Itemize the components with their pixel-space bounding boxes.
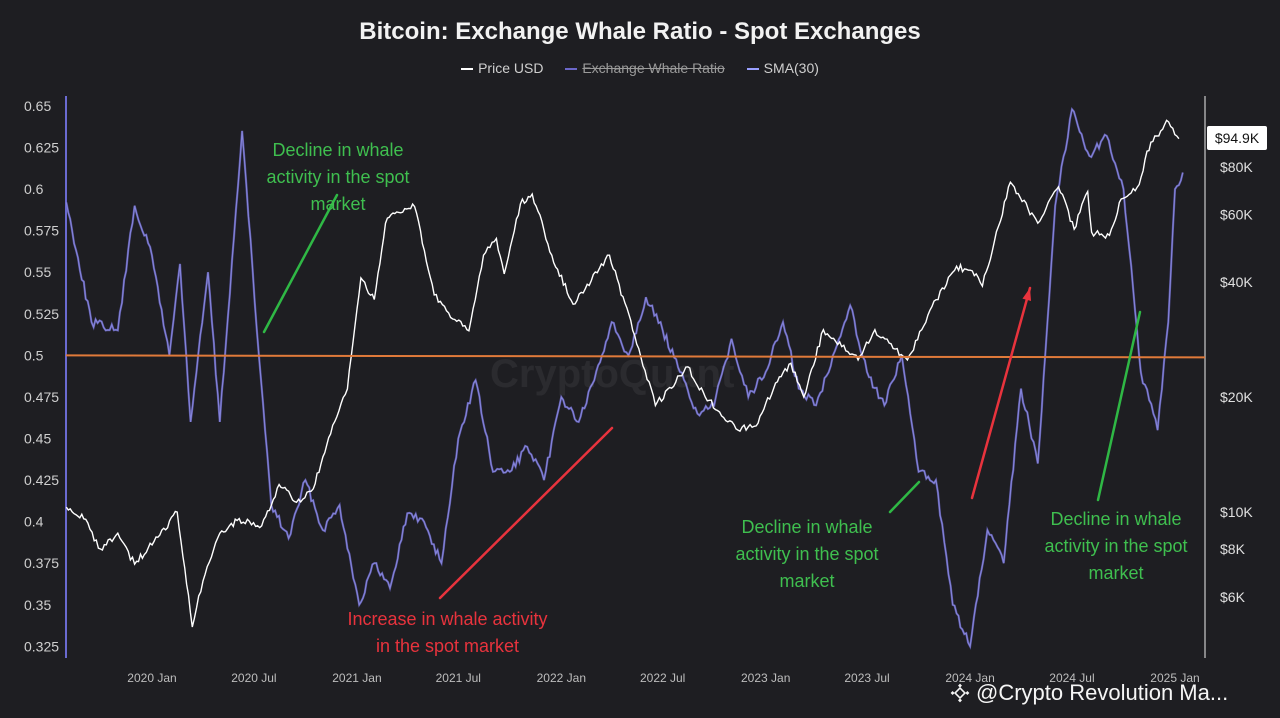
left-axis-ticks: 0.65 0.625 0.6 0.575 0.55 0.525 0.5 0.475 0.45 0.… xyxy=(24,98,59,654)
left-tick-label: 0.425 xyxy=(24,472,59,488)
left-tick-label: 0.5 xyxy=(24,347,44,363)
left-tick-label: 0.35 xyxy=(24,597,51,613)
x-tick-label: 2021 Jul xyxy=(436,671,481,685)
annotation-increase: Increase in whale activity in the spot ma… xyxy=(310,606,585,660)
legend-label-sma: SMA(30) xyxy=(763,60,819,76)
right-tick-label: $8K xyxy=(1220,541,1246,557)
x-tick-label: 2021 Jan xyxy=(332,671,381,685)
left-tick-label: 0.525 xyxy=(24,306,59,322)
right-tick-label: $40K xyxy=(1220,274,1253,290)
x-axis-ticks: 2020 Jan 2020 Jul 2021 Jan 2021 Jul 2022 Jan… xyxy=(127,671,1199,685)
green-arrow-2 xyxy=(888,480,921,514)
green-arrow-3 xyxy=(1096,310,1142,502)
x-tick-label: 2020 Jul xyxy=(231,671,276,685)
x-tick-label: 2022 Jan xyxy=(537,671,586,685)
left-tick-label: 0.45 xyxy=(24,431,51,447)
left-tick-label: 0.375 xyxy=(24,555,59,571)
red-arrow-1 xyxy=(438,426,614,600)
reference-line-0-5 xyxy=(65,354,1206,359)
annotation-text: Decline in whale activity in the spot mark… xyxy=(266,140,410,214)
left-tick-label: 0.65 xyxy=(24,98,51,114)
right-tick-label: $10K xyxy=(1220,504,1253,520)
left-tick-label: 0.55 xyxy=(24,264,51,280)
green-arrow-1 xyxy=(262,193,339,334)
x-tick-label: 2024 Jul xyxy=(1049,671,1094,685)
x-tick-label: 2023 Jul xyxy=(844,671,889,685)
annotation-text: Decline in whale activity in the spot mark… xyxy=(735,517,879,591)
legend-label-whale-ratio: Exchange Whale Ratio xyxy=(582,60,725,76)
left-tick-label: 0.625 xyxy=(24,140,59,156)
x-tick-label: 2020 Jan xyxy=(127,671,176,685)
right-tick-label: $6K xyxy=(1220,589,1246,605)
legend-item-sma[interactable]: SMA(30) xyxy=(746,60,819,76)
left-tick-label: 0.475 xyxy=(24,389,59,405)
legend-label-price: Price USD xyxy=(478,60,544,76)
faint-watermark: CryptoQuant xyxy=(490,352,735,396)
annotation-decline-1: Decline in whale activity in the spot mark… xyxy=(238,137,438,218)
legend-item-price[interactable]: Price USD xyxy=(461,60,543,76)
annotation-text: Increase in whale activity in the spot ma… xyxy=(347,609,548,656)
price-line xyxy=(65,119,1180,628)
watermark: @Crypto Revolution Ma... xyxy=(950,680,1228,706)
left-tick-label: 0.6 xyxy=(24,181,44,197)
legend: Price USD Exchange Whale Ratio SMA(30) xyxy=(0,60,1280,76)
binance-logo-icon xyxy=(950,683,970,703)
series-layer xyxy=(65,106,1184,650)
left-tick-label: 0.575 xyxy=(24,223,59,239)
current-price-badge: $94.9K xyxy=(1207,126,1267,150)
annotation-decline-3: Decline in whale activity in the spot mark… xyxy=(1016,506,1216,587)
right-axis-ticks: $80K $60K $40K $20K $10K $8K $6K xyxy=(1220,159,1253,605)
watermark-text: @Crypto Revolution Ma... xyxy=(976,680,1229,705)
right-tick-label: $80K xyxy=(1220,159,1253,175)
chart-title: Bitcoin: Exchange Whale Ratio - Spot Exc… xyxy=(359,18,921,45)
right-tick-label: $60K xyxy=(1220,207,1253,223)
left-tick-label: 0.4 xyxy=(24,514,44,530)
red-arrow-2 xyxy=(970,286,1032,500)
annotation-arrows xyxy=(262,193,1142,600)
left-tick-label: 0.325 xyxy=(24,638,59,654)
red-arrow-2-head xyxy=(1022,288,1032,301)
x-tick-label: 2023 Jan xyxy=(741,671,790,685)
right-tick-label: $20K xyxy=(1220,389,1253,405)
x-tick-label: 2025 Jan xyxy=(1150,671,1199,685)
x-tick-label: 2024 Jan xyxy=(945,671,994,685)
annotation-decline-2: Decline in whale activity in the spot mark… xyxy=(707,514,907,595)
x-tick-label: 2022 Jul xyxy=(640,671,685,685)
annotation-text: Decline in whale activity in the spot mark… xyxy=(1044,509,1188,583)
sma-line xyxy=(65,107,1184,649)
legend-item-whale-ratio[interactable]: Exchange Whale Ratio xyxy=(565,60,725,76)
